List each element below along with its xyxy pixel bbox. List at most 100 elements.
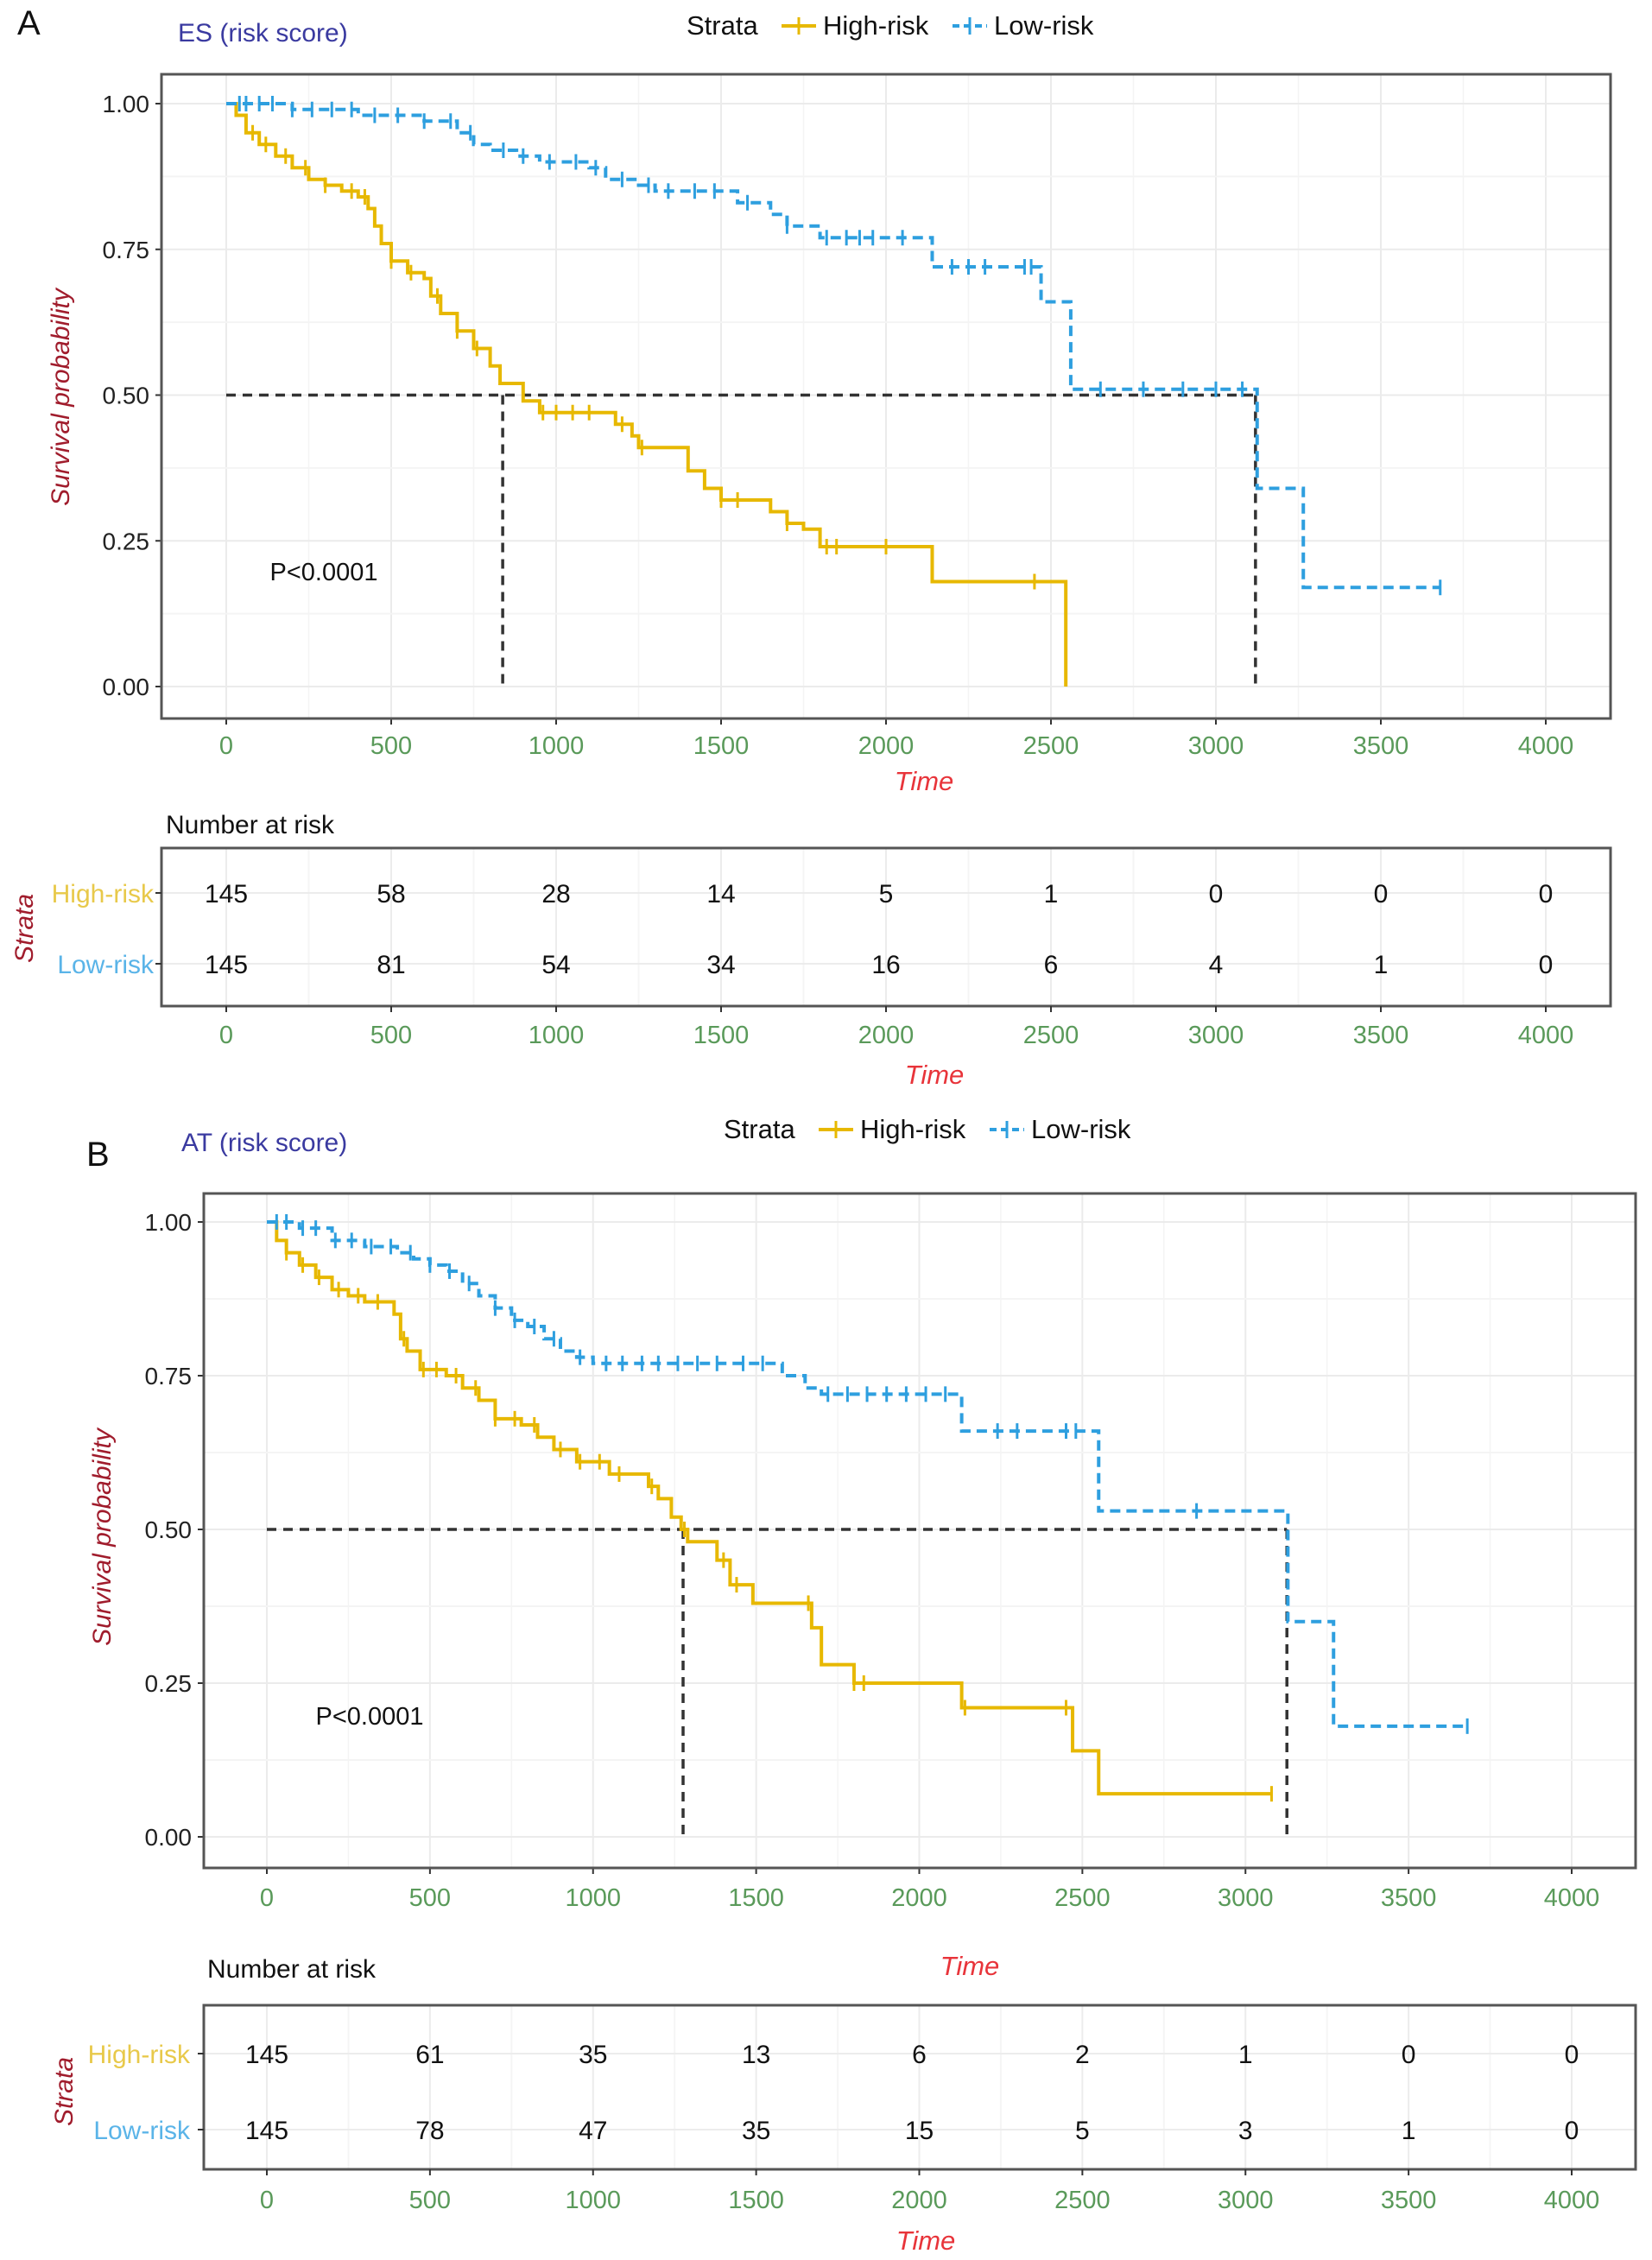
risk-count: 0 [1374,880,1389,908]
risk-count: 0 [1539,880,1554,908]
legend-label: High-risk [823,10,929,41]
risk-x-tick-label: 1500 [693,1022,750,1049]
legend: Strata High-risk Low-risk [687,10,1094,41]
panel-letter: B [86,1136,110,1174]
x-tick-label: 1000 [565,1884,621,1912]
y-tick-label: 0.25 [103,528,150,554]
strata-axis-label: Strata [10,894,39,963]
risk-x-tick-label: 0 [219,1022,233,1049]
legend-label: High-risk [860,1114,966,1144]
risk-count: 0 [1565,2041,1579,2069]
y-axis-label: Survival probability [88,1427,117,1646]
risk-x-tick-label: 2500 [1054,2187,1111,2214]
risk-count: 34 [706,951,735,979]
series-low-risk [267,1214,1469,1734]
median-lines [226,393,1257,687]
risk-x-axis-label: Time [896,2225,956,2256]
risk-count: 5 [879,880,894,908]
km-panel-a: A ES (risk score) Strata High-risk Low-risk 0… [10,4,1612,1090]
plot-title: AT (risk score) [181,1129,347,1157]
x-tick-label: 2500 [1023,732,1079,760]
plot-title: ES (risk score) [178,19,348,47]
x-tick-label: 1500 [728,1884,784,1912]
risk-row-label: High-risk [88,2041,191,2069]
strata-axis-label: Strata [50,2057,79,2126]
y-tick-label: 0.75 [103,237,150,263]
p-value-label: P<0.0001 [270,559,378,586]
y-tick-label: 0.25 [145,1670,193,1697]
risk-row-high-risk: High-risk 145 61 35 13 6 2 1 0 0 [88,2041,1579,2069]
legend-item-high-risk: High-risk [782,10,929,41]
series-low-risk [226,96,1442,596]
risk-count: 1 [1374,951,1389,979]
risk-x-tick-label: 4000 [1544,2187,1600,2214]
x-tick-label: 3500 [1381,1884,1437,1912]
risk-count: 16 [871,951,900,979]
y-tick-label: 1.00 [103,91,150,117]
risk-count: 6 [1044,951,1059,979]
risk-x-tick-label: 3000 [1218,2187,1274,2214]
panel-letter: A [17,4,41,42]
risk-count: 58 [377,880,405,908]
x-tick-label: 4000 [1518,732,1574,760]
risk-count: 3 [1238,2117,1253,2145]
risk-count: 1 [1044,880,1059,908]
y-axis-label: Survival probability [47,287,75,506]
risk-x-tick-label: 3500 [1381,2187,1437,2214]
x-tick-label: 3000 [1188,732,1244,760]
x-tick-label: 1500 [693,732,750,760]
risk-row-high-risk: High-risk 145 58 28 14 5 1 0 0 0 [52,880,1554,908]
x-axis-label: Time [940,1951,1000,1981]
risk-row-low-risk: Low-risk 145 81 54 34 16 6 4 1 0 [57,951,1553,979]
risk-count: 0 [1539,951,1554,979]
risk-count: 6 [912,2041,927,2069]
survival-curve-high-risk [267,1220,1272,1796]
plot-frame [202,1192,1637,1870]
risk-count: 14 [706,880,735,908]
x-tick-label: 3500 [1353,732,1409,760]
p-value-label: P<0.0001 [316,1703,424,1731]
risk-count: 0 [1209,880,1224,908]
x-tick-label: 0 [260,1884,274,1912]
y-tick-label: 0.75 [145,1363,193,1390]
risk-count: 1 [1402,2117,1416,2145]
risk-table-title: Number at risk [207,1955,377,1984]
y-tick-label: 0.50 [103,383,150,409]
gridlines [204,1193,1636,1868]
x-tick-label: 500 [370,732,412,760]
x-tick-label: 0 [219,732,233,760]
risk-x-tick-label: 3000 [1188,1022,1244,1049]
x-axis-label: Time [895,766,954,796]
series-high-risk [267,1220,1273,1802]
x-tick-label: 3000 [1218,1884,1274,1912]
x-tick-label: 500 [409,1884,451,1912]
x-tick-label: 2500 [1054,1884,1111,1912]
series-high-risk [226,102,1068,687]
risk-row-label: Low-risk [93,2117,191,2145]
y-tick-label: 0.00 [103,674,150,700]
risk-count: 81 [377,951,405,979]
risk-count: 5 [1075,2117,1090,2145]
risk-count: 35 [579,2041,607,2069]
survival-curve-high-risk [226,102,1068,687]
risk-count: 1 [1238,2041,1253,2069]
risk-x-tick-label: 0 [260,2187,274,2214]
x-tick-label: 4000 [1544,1884,1600,1912]
risk-count: 2 [1075,2041,1090,2069]
legend-item-low-risk: Low-risk [990,1114,1131,1144]
risk-count: 61 [415,2041,444,2069]
legend-label: Low-risk [994,10,1094,41]
risk-count: 78 [415,2117,444,2145]
y-tick-label: 1.00 [145,1209,193,1236]
km-panel-b: B AT (risk score) Strata High-risk Low-risk 0… [50,1114,1637,2256]
x-tick-label: 1000 [529,732,585,760]
risk-x-tick-label: 500 [409,2187,451,2214]
risk-x-tick-label: 4000 [1518,1022,1574,1049]
risk-count: 145 [245,2041,288,2069]
risk-x-tick-label: 500 [370,1022,412,1049]
risk-count: 28 [541,880,570,908]
risk-x-axis-label: Time [905,1060,965,1090]
x-tick-label: 2000 [891,1884,947,1912]
